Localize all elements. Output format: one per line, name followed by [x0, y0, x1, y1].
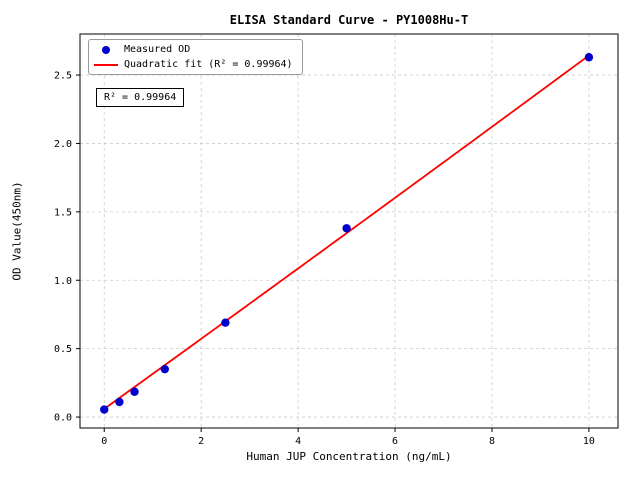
x-tick-label: 0 [101, 436, 107, 447]
y-tick-label: 1.5 [54, 207, 72, 218]
data-point [115, 397, 124, 407]
y-tick-label: 2.0 [54, 139, 72, 150]
scatter-marker-icon [94, 45, 118, 55]
y-tick-label: 0.0 [54, 413, 72, 424]
data-point [221, 318, 230, 327]
y-tick-label: 2.5 [54, 71, 72, 82]
tick-labels: 0 2 4 6 8 10 0.0 0.5 1.0 1.5 2.0 2.5 [54, 71, 595, 447]
data-point [130, 387, 139, 396]
tick-marks [76, 74, 590, 432]
data-point [342, 224, 351, 233]
x-tick-label: 4 [295, 436, 301, 447]
r-squared-annotation: R² = 0.99964 [96, 88, 185, 107]
data-point [584, 53, 594, 62]
chart-title: ELISA Standard Curve - PY1008Hu-T [229, 13, 469, 27]
legend-item-quadratic-fit: Quadratic fit (R² = 0.99964) [94, 59, 293, 70]
x-axis-label: Human JUP Concentration (ng/mL) [246, 450, 452, 463]
x-tick-label: 8 [489, 436, 495, 447]
legend-label-measured-od: Measured OD [124, 44, 191, 55]
fit-line-swatch-icon [94, 60, 118, 70]
y-tick-label: 0.5 [54, 344, 72, 355]
x-tick-label: 2 [198, 436, 204, 447]
data-point [160, 364, 170, 374]
data-point [100, 405, 109, 414]
quadratic-fit-line [103, 54, 590, 410]
x-tick-label: 6 [392, 436, 398, 447]
legend: Measured OD Quadratic fit (R² = 0.99964) [88, 39, 303, 75]
x-tick-label: 10 [583, 436, 595, 447]
y-tick-label: 1.0 [54, 276, 72, 287]
plot-border [79, 33, 619, 429]
measured-od-points [100, 53, 594, 414]
legend-label-quadratic-fit: Quadratic fit (R² = 0.99964) [124, 59, 293, 70]
legend-item-measured-od: Measured OD [94, 44, 293, 55]
